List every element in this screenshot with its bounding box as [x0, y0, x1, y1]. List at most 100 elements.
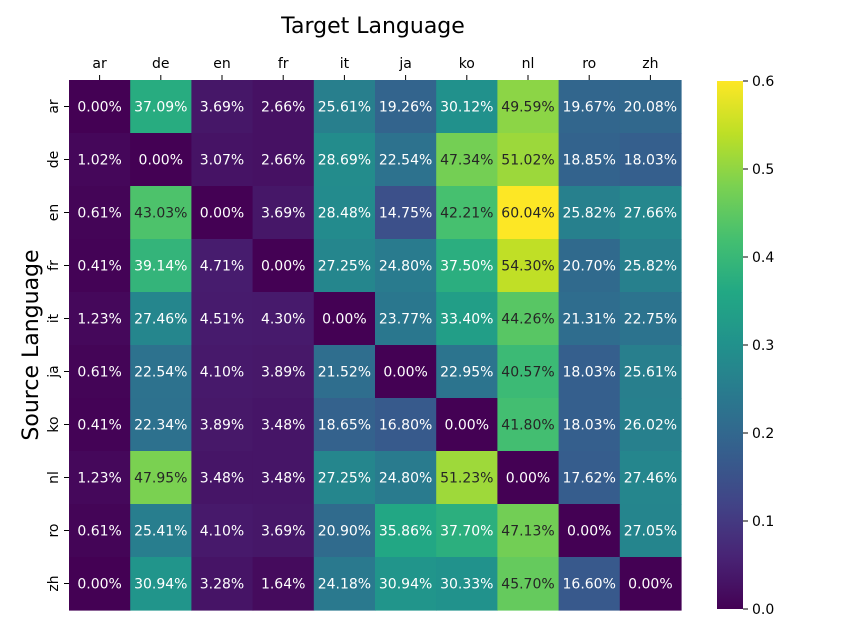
cell-value-label: 2.66% [261, 153, 305, 169]
colorbar-tick-label: 0.0 [752, 602, 774, 618]
cell-value-label: 25.82% [563, 206, 616, 222]
cell-value-label: 49.59% [501, 100, 554, 116]
cell-value-label: 1.23% [77, 312, 121, 328]
colorbar-tick-label: 0.4 [752, 250, 774, 266]
cell-value-label: 20.70% [563, 259, 616, 275]
cell-value-label: 3.89% [261, 365, 305, 381]
heatmap-cell [558, 239, 621, 293]
cell-value-label: 0.00% [322, 312, 366, 328]
heatmap-cell [619, 133, 682, 187]
cell-value-label: 3.69% [200, 100, 244, 116]
cell-value-label: 16.80% [379, 418, 432, 434]
cell-value-label: 54.30% [501, 259, 554, 275]
y-tick-label: ko [46, 416, 62, 432]
cell-value-label: 39.14% [134, 259, 187, 275]
cell-value-label: 0.00% [506, 471, 550, 487]
cell-value-label: 3.69% [261, 206, 305, 222]
colorbar-tick-label: 0.3 [752, 338, 774, 354]
y-tick-label: zh [46, 575, 62, 591]
heatmap-cell [69, 133, 131, 187]
heatmap-cell [69, 451, 131, 505]
cell-value-label: 4.51% [200, 312, 244, 328]
cell-value-label: 40.57% [501, 365, 554, 381]
cell-value-label: 4.10% [200, 524, 244, 540]
cell-value-label: 3.48% [200, 471, 244, 487]
cell-value-label: 22.34% [134, 418, 187, 434]
heatmap-cell [69, 398, 131, 452]
cell-value-label: 0.00% [383, 365, 427, 381]
heatmap-cell [497, 186, 560, 240]
cell-value-label: 0.41% [77, 418, 121, 434]
cell-value-label: 44.26% [501, 312, 554, 328]
cell-value-label: 0.41% [77, 259, 121, 275]
colorbar-tick-label: 0.5 [752, 162, 774, 178]
cell-value-label: 3.28% [200, 577, 244, 593]
cell-value-label: 37.09% [134, 100, 187, 116]
heatmap-cell [558, 451, 621, 505]
heatmap-cell [619, 398, 682, 452]
heatmap-cell [313, 186, 376, 240]
heatmap-cell [497, 239, 560, 293]
cell-value-label: 27.25% [318, 471, 371, 487]
cell-value-label: 37.50% [440, 259, 493, 275]
heatmap-cell [375, 80, 437, 134]
heatmap-cell [497, 345, 560, 399]
x-tick-label: nl [522, 56, 535, 72]
heatmap-cell [375, 345, 437, 399]
heatmap-cell [130, 504, 192, 558]
heatmap-cell [252, 292, 315, 346]
cell-value-label: 22.54% [379, 153, 432, 169]
cell-value-label: 1.02% [77, 153, 121, 169]
heatmap-cell [252, 345, 315, 399]
heatmap-cell-labels: 0.00% 37.09% 3.69% 2.66% 25.61% 19.26% 30.12% 4… [77, 100, 677, 593]
heatmap-cell [436, 345, 498, 399]
cell-value-label: 28.48% [318, 206, 371, 222]
heatmap-cell [313, 504, 376, 558]
cell-value-label: 30.33% [440, 577, 493, 593]
cell-value-label: 1.23% [77, 471, 121, 487]
heatmap-cell [313, 451, 376, 505]
cell-value-label: 0.61% [77, 206, 121, 222]
heatmap-cell [375, 239, 437, 293]
cell-value-label: 30.94% [134, 577, 187, 593]
x-tick-label: ko [459, 56, 475, 72]
cell-value-label: 28.69% [318, 153, 371, 169]
cell-value-label: 3.07% [200, 153, 244, 169]
colorbar: 0.0 0.1 0.2 0.3 0.4 0.5 0.6 [717, 74, 774, 618]
x-tick-label: fr [278, 56, 289, 72]
cell-value-label: 24.18% [318, 577, 371, 593]
x-axis-ticks: ar de en fr it ja ko nl ro zh [92, 56, 659, 80]
heatmap-cell [130, 80, 192, 134]
heatmap-cell [130, 239, 192, 293]
heatmap-cell [252, 80, 315, 134]
heatmap-cell [558, 345, 621, 399]
heatmap-cell [619, 292, 682, 346]
cell-value-label: 35.86% [379, 524, 432, 540]
cell-value-label: 47.95% [134, 471, 187, 487]
heatmap-cell [436, 239, 498, 293]
cell-value-label: 27.05% [624, 524, 677, 540]
heatmap-cell [497, 292, 560, 346]
heatmap-cell [558, 133, 621, 187]
heatmap-cell [130, 345, 192, 399]
x-tick-label: ar [92, 56, 107, 72]
cell-value-label: 4.30% [261, 312, 305, 328]
heatmap-cell [130, 451, 192, 505]
heatmap-cell [69, 557, 131, 611]
heatmap-cell [69, 504, 131, 558]
heatmap-cell [497, 398, 560, 452]
cell-value-label: 27.46% [134, 312, 187, 328]
heatmap-cell [558, 186, 621, 240]
heatmap-cell [436, 504, 498, 558]
cell-value-label: 30.94% [379, 577, 432, 593]
colorbar-tick-label: 0.6 [752, 74, 774, 90]
cell-value-label: 21.52% [318, 365, 371, 381]
cell-value-label: 0.00% [628, 577, 672, 593]
heatmap-cell [191, 239, 254, 293]
heatmap-cell [375, 398, 437, 452]
cell-value-label: 0.00% [139, 153, 183, 169]
heatmap-cell [130, 133, 192, 187]
cell-value-label: 42.21% [440, 206, 493, 222]
heatmap-cell [130, 292, 192, 346]
